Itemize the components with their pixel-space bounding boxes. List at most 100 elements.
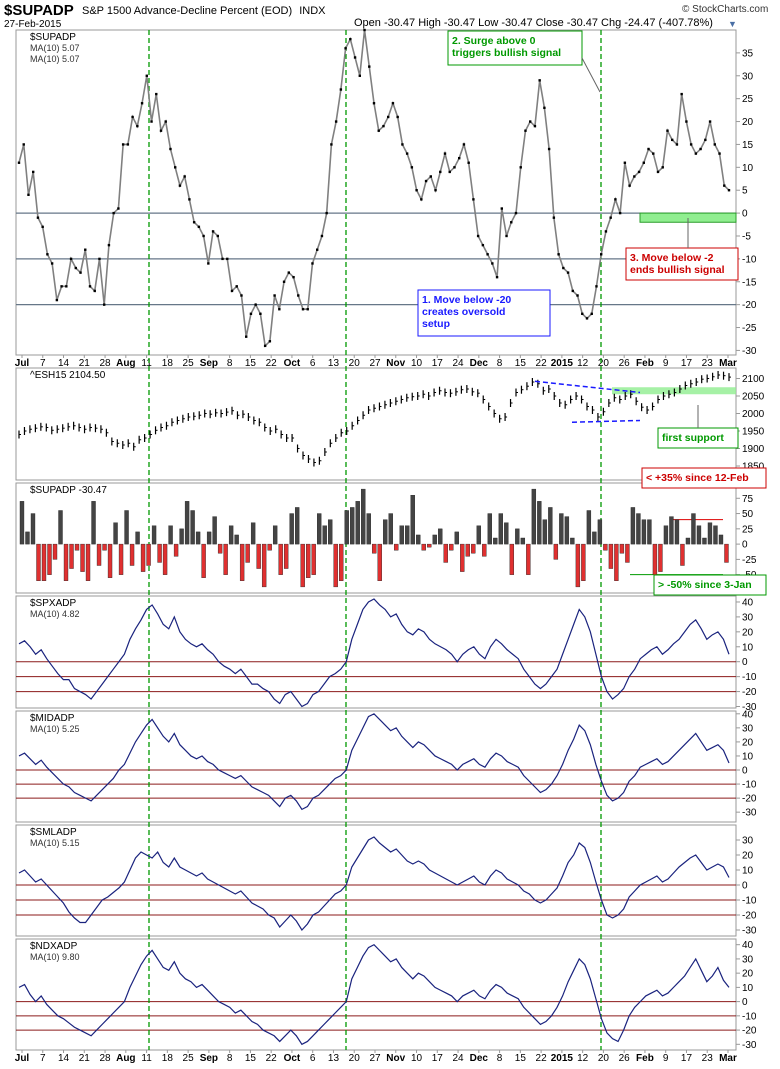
supadp-point: [282, 280, 286, 283]
supadp-bar: [107, 543, 113, 578]
supadp-bar: [239, 543, 245, 581]
supadp-point: [349, 37, 352, 41]
ytick-label: 0: [742, 209, 748, 220]
supadp-bar: [162, 543, 168, 575]
supadp-point: [183, 175, 186, 178]
supadp-point: [685, 120, 688, 123]
supadp-point: [618, 211, 622, 215]
bottom-date-label: 7: [40, 1053, 46, 1064]
ytick-label: -20: [742, 794, 757, 805]
ytick-label: 40: [742, 709, 754, 720]
supadp-point: [155, 92, 158, 96]
supadp-point: [93, 289, 96, 293]
supadp-bar: [520, 537, 526, 545]
supadp-point: [671, 138, 674, 142]
supadp-bar: [674, 519, 680, 545]
supadp-point: [278, 308, 281, 311]
supadp-point: [694, 152, 698, 155]
supadp-bar: [383, 519, 388, 545]
legend-entry: $SMLADP: [30, 827, 77, 838]
bottom-date-label: Jul: [15, 1053, 30, 1064]
supadp-point: [462, 143, 466, 146]
supadp-bar: [641, 519, 647, 545]
supadp-bar: [636, 513, 641, 545]
supadp-point: [297, 294, 300, 297]
bottom-date-label: 18: [162, 1053, 174, 1064]
annotation-2-text: 2. Surge above 0: [452, 35, 536, 47]
supadp-bar: [350, 507, 355, 545]
supadp-bar: [432, 534, 437, 545]
bottom-date-label: 24: [452, 1053, 464, 1064]
supadp-point: [334, 120, 338, 123]
supadp-bar: [151, 525, 157, 545]
supadp-point: [301, 308, 305, 311]
ytick-label: 40: [742, 597, 754, 608]
supadp-point: [566, 271, 570, 274]
ytick-label: 25: [742, 524, 754, 535]
supadp-bar: [718, 534, 724, 545]
supadp-point: [372, 102, 376, 105]
supadp-bar: [702, 537, 707, 545]
supadp-bar: [366, 513, 371, 545]
bottom-date-label: 25: [183, 1053, 195, 1064]
top-date-label: 20: [349, 358, 361, 369]
annotation-3-box: [625, 247, 739, 281]
ytick-label: -10: [742, 254, 757, 265]
supadp-bar: [416, 534, 421, 545]
bottom-date-label: 22: [266, 1053, 278, 1064]
bottom-date-label: 10: [411, 1053, 423, 1064]
supadp-point: [226, 257, 229, 261]
supadp-point: [424, 179, 428, 183]
top-date-label: 10: [411, 358, 423, 369]
supadp-point: [467, 161, 470, 164]
top-date-label: 15: [245, 358, 257, 369]
ytick-label: 20: [742, 117, 754, 128]
top-date-label: 13: [328, 358, 340, 369]
supadp-point: [689, 143, 693, 146]
plus35-label-box: [641, 467, 767, 489]
quote-line: Open -30.47 High -30.47 Low -30.47 Close…: [354, 17, 713, 29]
supadp-point: [543, 106, 546, 110]
ytick-label: 0: [742, 657, 748, 668]
supadp-point: [609, 216, 612, 219]
supadp-point: [131, 115, 134, 119]
bottom-date-label: 26: [619, 1053, 631, 1064]
bottom-date-label: Nov: [386, 1053, 405, 1064]
supadp-point: [495, 275, 499, 279]
supadp-bar: [333, 543, 338, 588]
supadp-bar: [548, 507, 553, 545]
supadp-point: [434, 189, 437, 192]
supadp-bar: [267, 543, 272, 551]
supadp-point: [268, 340, 272, 343]
supadp-bar: [564, 516, 570, 545]
supadp-point: [235, 285, 238, 288]
supadp-point: [614, 198, 617, 201]
supadp-point: [505, 234, 508, 238]
supadp-bar: [619, 543, 625, 554]
supadp-bar: [531, 488, 537, 545]
supadp-bar: [608, 543, 614, 569]
supadp-point: [704, 138, 707, 142]
bottom-date-label: 27: [369, 1053, 381, 1064]
supadp-point: [415, 189, 418, 192]
panel-frame-spxadp: [15, 595, 737, 709]
supadp-point: [60, 285, 63, 288]
supadp-point: [121, 143, 125, 146]
supadp-bar: [724, 543, 729, 563]
credit-text: © StockCharts.com: [682, 4, 769, 15]
supadp-point: [306, 308, 309, 311]
supadp-point: [562, 266, 565, 270]
supadp-bar: [234, 534, 239, 545]
annotation-1-box: [417, 289, 551, 337]
panel-frame-supadp_bars: [15, 482, 737, 594]
ytick-label: 20: [742, 851, 754, 862]
quote-dropdown-icon[interactable]: ▼: [728, 19, 737, 29]
supadp-bar: [449, 543, 454, 551]
annotation-1-text: creates oversold: [422, 306, 505, 318]
supadp-point: [249, 312, 253, 316]
supadp-bar: [25, 531, 30, 545]
supadp-bar: [553, 543, 559, 560]
top-date-label: 18: [162, 358, 174, 369]
panel-frame-midadp: [15, 710, 737, 823]
supadp-bar: [217, 543, 223, 554]
